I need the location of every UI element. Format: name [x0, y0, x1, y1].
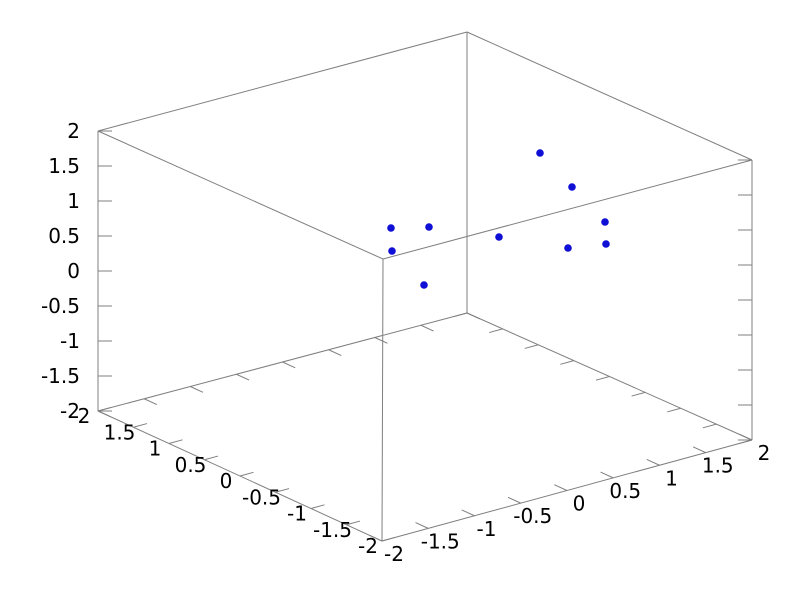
y-axis-tick-label: 2	[758, 441, 771, 465]
y-axis-tick	[415, 522, 429, 529]
y-axis-tick	[507, 496, 521, 504]
y-axis-mirror-tick	[143, 398, 158, 406]
x-axis-tick-label: 0.5	[175, 453, 207, 477]
data-point	[601, 218, 609, 226]
data-point	[388, 247, 396, 255]
y-axis-tick	[369, 534, 383, 542]
x-axis-tick	[275, 488, 290, 493]
y-axis-tick-label: 1	[665, 466, 678, 490]
x-axis-mirror-tick	[560, 360, 575, 365]
y-axis-tick	[646, 458, 660, 466]
data-point	[495, 233, 503, 241]
axis-labels: 21.510.50-0.5-1-1.5-221.510.50-0.5-1-1.5…	[41, 119, 770, 566]
x-axis-mirror-tick	[595, 376, 610, 381]
data-point	[536, 149, 544, 157]
y-axis-mirror-tick	[420, 324, 434, 332]
y-axis-mirror-tick	[190, 386, 204, 393]
y-axis-tick-label: 0	[573, 492, 586, 516]
y-axis-mirror-tick	[466, 312, 480, 320]
data-point	[425, 223, 433, 231]
z-axis-tick-label: 0	[67, 259, 80, 283]
z-axis-tick-label: 1.5	[48, 154, 80, 178]
box-edge	[97, 130, 384, 260]
y-axis-tick	[600, 471, 614, 479]
y-axis-tick-label: -1	[477, 517, 497, 541]
y-axis-mirror-tick	[328, 349, 342, 357]
y-axis-tick-label: -2	[384, 542, 404, 566]
x-axis-tick-label: 1.5	[104, 420, 136, 444]
x-axis-mirror-tick	[453, 312, 468, 318]
y-axis-mirror-tick	[97, 410, 111, 418]
y-axis-mirror-tick	[236, 373, 250, 381]
box-edge	[97, 31, 468, 132]
z-axis-tick-label: -1.5	[41, 364, 80, 388]
y-axis-tick	[554, 484, 568, 491]
x-axis-tick	[133, 423, 148, 428]
scatter-series	[387, 149, 610, 289]
y-axis-tick	[461, 509, 475, 517]
y-axis-tick	[739, 433, 753, 441]
data-point	[568, 183, 576, 191]
x-axis-tick	[310, 504, 325, 509]
x-axis-mirror-tick	[524, 344, 539, 349]
y-axis-tick	[692, 446, 706, 454]
data-point	[420, 281, 428, 289]
x-axis-tick-label: -1	[287, 502, 307, 526]
x-axis-tick-label: 0	[220, 469, 233, 493]
box-edge	[381, 258, 384, 542]
x-axis-tick	[97, 406, 112, 412]
axis-ticks	[97, 130, 753, 542]
x-axis-mirror-tick	[738, 439, 753, 445]
x-axis-mirror-tick	[488, 328, 503, 334]
box-edge	[466, 31, 753, 161]
z-axis-tick-label: -1	[60, 329, 80, 353]
y-axis-tick-label: 1.5	[702, 454, 734, 478]
data-point	[564, 244, 572, 252]
y-axis-tick-label: -0.5	[513, 504, 552, 528]
y-axis-tick-label: -1.5	[421, 529, 460, 553]
x-axis-tick-label: 2	[78, 404, 91, 428]
z-axis-tick-label: 1	[67, 189, 80, 213]
z-axis-tick-label: 2	[67, 119, 80, 143]
y-axis-mirror-tick	[374, 337, 388, 344]
z-axis-tick-label: -2	[60, 399, 80, 423]
x-axis-tick-label: 1	[149, 437, 162, 461]
data-point	[387, 224, 395, 232]
box-edge	[382, 159, 753, 260]
y-axis-mirror-tick	[282, 361, 296, 369]
x-axis-tick-label: -1.5	[313, 518, 352, 542]
data-point	[602, 240, 610, 248]
x-axis-mirror-tick	[667, 407, 681, 413]
x-axis-tick	[239, 471, 254, 477]
x-axis-tick-label: -2	[358, 534, 378, 558]
x-axis-tick	[381, 536, 396, 542]
x-axis-tick	[168, 439, 183, 444]
x-axis-tick	[346, 520, 361, 526]
x-axis-tick-label: -0.5	[242, 485, 281, 509]
x-axis-tick	[204, 455, 219, 461]
x-axis-mirror-tick	[631, 391, 646, 397]
x-axis-mirror-tick	[702, 423, 717, 429]
y-axis-tick-label: 0.5	[609, 479, 641, 503]
z-axis-tick-label: 0.5	[48, 224, 80, 248]
z-axis-tick-label: -0.5	[41, 294, 80, 318]
